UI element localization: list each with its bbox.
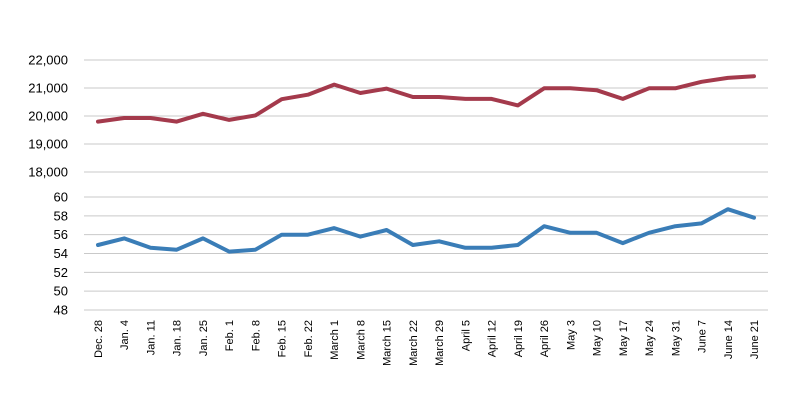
y-tick-label: 58 xyxy=(54,208,68,223)
x-tick-label: June 21 xyxy=(749,320,761,359)
y-tick-label: 54 xyxy=(54,246,68,261)
x-tick-label: Feb. 22 xyxy=(303,320,315,357)
y-tick-label: 19,000 xyxy=(28,137,68,152)
series-line-lower xyxy=(96,207,756,254)
x-tick-label: April 12 xyxy=(487,320,499,357)
x-tick-label: Feb. 1 xyxy=(224,320,236,351)
x-tick-label: June 14 xyxy=(723,320,735,359)
y-tick-label: 21,000 xyxy=(28,81,68,96)
x-tick-label: Jan. 11 xyxy=(145,320,157,355)
x-tick-label: March 15 xyxy=(382,320,394,366)
x-tick-label: Jan. 18 xyxy=(172,320,184,356)
y-tick-label: 52 xyxy=(54,265,68,280)
x-tick-label: April 26 xyxy=(539,320,551,357)
series-line-upper xyxy=(96,74,756,124)
x-tick-label: Feb. 8 xyxy=(250,320,262,351)
x-tick-label: March 1 xyxy=(329,320,341,360)
x-tick-label: May 24 xyxy=(644,320,656,356)
x-tick-label: Dec. 28 xyxy=(93,320,105,358)
y-tick-label: 48 xyxy=(54,303,68,318)
x-tick-label: March 8 xyxy=(355,320,367,360)
x-tick-label: June 7 xyxy=(697,320,709,353)
x-tick-label: May 31 xyxy=(670,320,682,356)
x-tick-label: May 10 xyxy=(592,320,604,356)
series-lines xyxy=(96,74,756,254)
x-tick-label: Jan. 4 xyxy=(119,320,131,350)
y-tick-label: 22,000 xyxy=(28,53,68,68)
x-tick-label: May 3 xyxy=(565,320,577,350)
y-tick-labels: 18,000 19,000 20,000 21,000 22,000 48 50 52 54 56… xyxy=(28,53,68,318)
x-tick-label: March 29 xyxy=(434,320,446,366)
x-tick-label: March 22 xyxy=(408,320,420,366)
x-tick-label: May 17 xyxy=(618,320,630,356)
x-tick-label: April 5 xyxy=(460,320,472,351)
x-tick-labels: Dec. 28 Jan. 4 Jan. 11 Jan. 18 Jan. 25 Feb. 1… xyxy=(93,320,761,366)
y-tick-label: 50 xyxy=(54,284,68,299)
y-tick-label: 20,000 xyxy=(28,109,68,124)
y-tick-label: 18,000 xyxy=(28,165,68,180)
y-tick-label: 56 xyxy=(54,227,68,242)
x-tick-label: Feb. 15 xyxy=(277,320,289,357)
x-tick-label: April 19 xyxy=(513,320,525,357)
y-tick-label: 60 xyxy=(54,190,68,205)
x-tick-label: Jan. 25 xyxy=(198,320,210,356)
